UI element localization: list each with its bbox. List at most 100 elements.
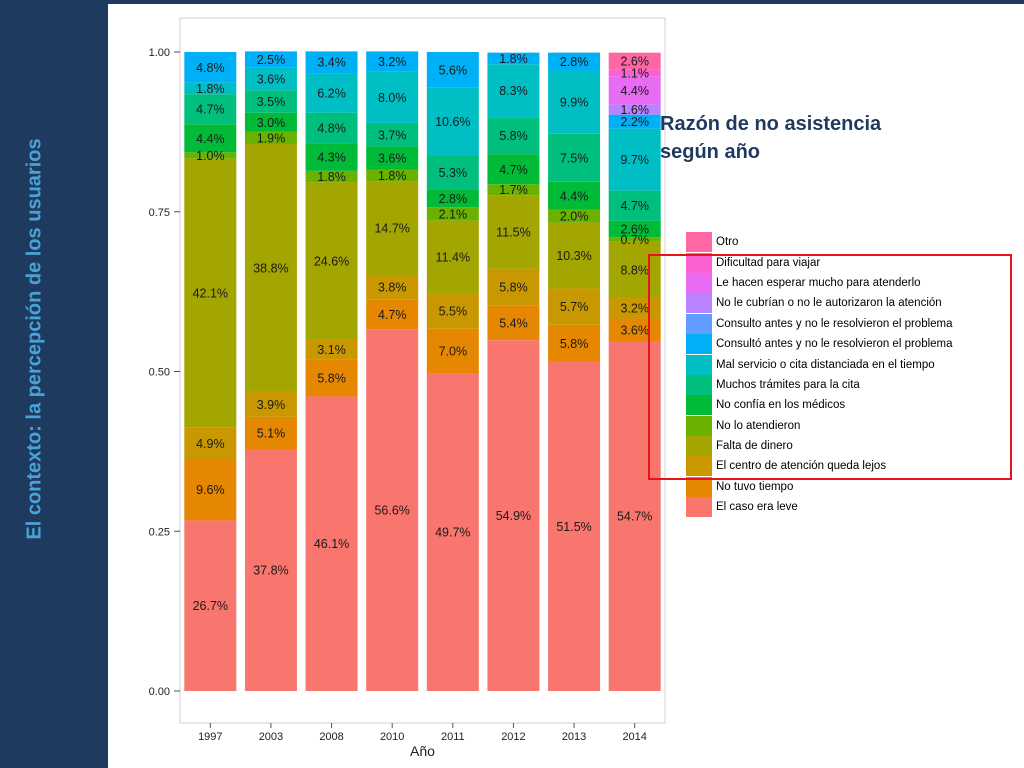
- overlay-title: Razón de no asistencia según año: [660, 110, 881, 166]
- data-label: 4.9%: [196, 437, 225, 451]
- data-label: 1.6%: [620, 103, 649, 117]
- bar-segment: [487, 154, 540, 185]
- bar-segment: [244, 144, 297, 392]
- legend-item: El centro de atención queda lejos: [686, 456, 953, 477]
- bar-segment: [244, 67, 297, 91]
- data-label: 5.8%: [499, 281, 528, 295]
- legend-label: Otro: [716, 236, 739, 249]
- data-label: 0.7%: [620, 233, 649, 247]
- y-tick-label: 0.50: [149, 367, 170, 379]
- data-label: 4.3%: [317, 151, 346, 165]
- bar-segment: [608, 114, 661, 129]
- legend-swatch: [686, 272, 712, 293]
- data-label: 2.1%: [439, 207, 468, 221]
- data-label: 1.7%: [499, 183, 528, 197]
- legend-item: Consulto antes y no le resolvieron el pr…: [686, 313, 953, 334]
- data-label: 1.8%: [378, 169, 407, 183]
- y-tick-label: 0.75: [149, 207, 170, 219]
- data-label: 3.6%: [378, 152, 407, 166]
- data-label: 1.8%: [499, 52, 528, 66]
- bar-segment: [366, 299, 419, 330]
- bar-segment: [487, 340, 540, 691]
- x-tick-label: 2003: [259, 731, 283, 743]
- data-label: 5.1%: [257, 427, 286, 441]
- x-axis-label: Año: [410, 743, 435, 759]
- data-label: 4.7%: [499, 163, 528, 177]
- data-label: 5.8%: [499, 129, 528, 143]
- bar-segment: [305, 339, 358, 360]
- legend-swatch: [686, 293, 712, 314]
- bar-segment: [608, 104, 661, 115]
- bar-segment: [426, 189, 479, 208]
- data-label: 5.6%: [439, 63, 468, 77]
- legend-item: Muchos trámites para la cita: [686, 374, 953, 395]
- bar-segment: [244, 112, 297, 132]
- legend-label: No lo atendieron: [716, 419, 801, 432]
- legend-swatch: [686, 313, 712, 334]
- bar-segment: [184, 52, 237, 83]
- data-label: 1.8%: [196, 82, 225, 96]
- data-label: 10.3%: [556, 249, 591, 263]
- legend-swatch: [686, 334, 712, 355]
- overlay-title-line1: Razón de no asistencia: [660, 113, 882, 135]
- legend-item: Falta de dinero: [686, 436, 953, 457]
- data-label: 11.4%: [436, 251, 471, 265]
- data-label: 26.7%: [193, 599, 228, 613]
- bar-segment: [487, 305, 540, 341]
- bar-segment: [366, 329, 419, 691]
- bar-segment: [184, 124, 237, 153]
- data-label: 2.6%: [620, 54, 649, 68]
- legend-label: No tuvo tiempo: [716, 480, 794, 493]
- legend-item: Otro: [686, 232, 953, 253]
- data-label: 3.0%: [257, 116, 286, 130]
- bar-segment: [184, 459, 237, 521]
- legend-label: El centro de atención queda lejos: [716, 460, 887, 473]
- bar-segment: [426, 52, 479, 88]
- data-label: 5.8%: [317, 371, 346, 385]
- bar-segment: [548, 222, 601, 289]
- bar-segment: [608, 69, 661, 77]
- bar-segment: [366, 71, 419, 123]
- bar-segment: [305, 51, 358, 74]
- legend-swatch: [686, 374, 712, 395]
- bar-segment: [548, 133, 601, 182]
- data-label: 5.3%: [439, 166, 468, 180]
- legend-swatch: [686, 436, 712, 457]
- bar-segment: [244, 131, 297, 145]
- data-label: 9.6%: [196, 483, 225, 497]
- data-label: 38.8%: [253, 261, 288, 275]
- bar-segment: [305, 396, 358, 691]
- data-label: 6.2%: [317, 86, 346, 100]
- legend-item: Consultó antes y no le resolvieron el pr…: [686, 334, 953, 355]
- data-label: 2.0%: [560, 210, 589, 224]
- legend-item: No lo atendieron: [686, 415, 953, 436]
- data-label: 49.7%: [435, 526, 470, 540]
- legend-label: No le cubrían o no le autorizaron la ate…: [716, 297, 942, 310]
- left-band: [0, 0, 108, 768]
- top-band: [108, 0, 1024, 4]
- data-label: 2.8%: [439, 192, 468, 206]
- bar-segment: [184, 427, 237, 460]
- y-tick-label: 1.00: [149, 47, 170, 59]
- y-tick-label: 0.00: [149, 686, 170, 698]
- bar-segment: [548, 324, 601, 362]
- bar-segment: [426, 328, 479, 374]
- data-label: 2.2%: [620, 115, 649, 129]
- x-tick-label: 1997: [198, 731, 222, 743]
- x-tick-label: 2011: [441, 731, 465, 743]
- bar-segment: [608, 190, 661, 221]
- x-tick-label: 2014: [622, 731, 646, 743]
- bar-segment: [608, 128, 661, 191]
- bar-segment: [184, 152, 237, 159]
- data-label: 3.6%: [257, 72, 286, 86]
- bar-segment: [244, 51, 297, 68]
- legend-swatch: [686, 232, 712, 253]
- data-label: 4.4%: [620, 84, 649, 98]
- legend-label: Dificultad para viajar: [716, 256, 821, 269]
- data-label: 10.6%: [435, 115, 470, 129]
- legend-item: No confía en los médicos: [686, 395, 953, 416]
- legend-swatch: [686, 415, 712, 436]
- bar-segment: [487, 184, 540, 196]
- legend-item: Le hacen esperar mucho para atenderlo: [686, 272, 953, 293]
- data-label: 5.4%: [499, 316, 528, 330]
